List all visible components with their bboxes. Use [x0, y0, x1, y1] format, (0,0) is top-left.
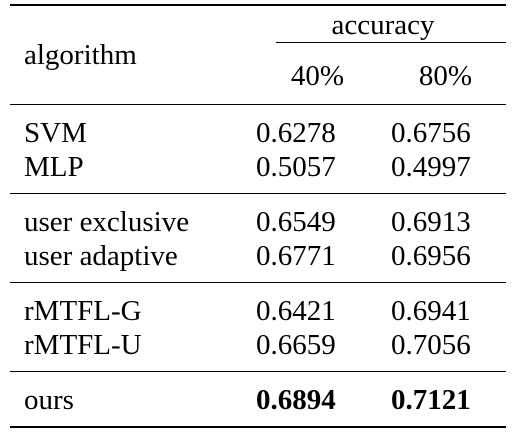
algorithm-header: algorithm	[10, 4, 248, 105]
row-value-40: 0.6659	[256, 329, 336, 361]
table-row: MLP 0.5057 0.4997	[10, 150, 506, 194]
row-value-40: 0.6549	[248, 193, 377, 239]
accuracy-header-rule	[276, 41, 507, 43]
accuracy-header: accuracy	[248, 4, 507, 44]
table-group-2: user exclusive 0.6549 0.6913 user adapti…	[10, 193, 507, 283]
row-name: user adaptive	[24, 240, 178, 272]
table-header: algorithm accuracy 40% 80%	[10, 4, 507, 105]
column-header-40: 40%	[290, 60, 345, 92]
table-row-ours: ours 0.6894 0.7121	[10, 371, 507, 428]
table-group-4: ours 0.6894 0.7121	[10, 371, 507, 428]
row-value-80: 0.6956	[391, 240, 471, 272]
row-value-40-best: 0.6894	[248, 371, 377, 428]
row-name: rMTFL-U	[24, 329, 142, 361]
row-value-80-best: 0.7121	[377, 371, 507, 428]
row-value-80: 0.6941	[377, 282, 507, 328]
row-name: user exclusive	[10, 193, 248, 239]
row-value-40: 0.5057	[256, 151, 336, 183]
table-row: rMTFL-U 0.6659 0.7056	[10, 328, 506, 372]
column-header-80: 80%	[418, 60, 473, 92]
row-name: SVM	[10, 104, 248, 150]
row-name: ours	[10, 371, 248, 428]
row-value-80: 0.7056	[391, 329, 471, 361]
table-group-3: rMTFL-G 0.6421 0.6941 rMTFL-U 0.6659 0.7…	[10, 282, 507, 372]
row-value-80: 0.6913	[377, 193, 507, 239]
row-name: rMTFL-G	[10, 282, 248, 328]
row-value-40: 0.6421	[248, 282, 377, 328]
table-group-1: SVM 0.6278 0.6756 MLP 0.5057 0.4997	[10, 104, 507, 194]
row-name: MLP	[24, 151, 84, 183]
row-value-40: 0.6771	[256, 240, 336, 272]
accuracy-header-label: accuracy	[331, 8, 435, 41]
row-value-40: 0.6278	[248, 104, 377, 150]
table-row: user adaptive 0.6771 0.6956	[10, 239, 506, 283]
table-row: rMTFL-G 0.6421 0.6941	[10, 282, 507, 328]
row-value-80: 0.4997	[391, 151, 471, 183]
row-value-80: 0.6756	[377, 104, 507, 150]
header-row-2: 40% 80%	[10, 44, 506, 105]
header-row-1: algorithm accuracy	[10, 4, 507, 105]
table-row: SVM 0.6278 0.6756	[10, 104, 507, 150]
table-row: user exclusive 0.6549 0.6913	[10, 193, 507, 239]
results-table: algorithm accuracy 40% 80% SVM 0.6278 0.…	[10, 4, 507, 428]
